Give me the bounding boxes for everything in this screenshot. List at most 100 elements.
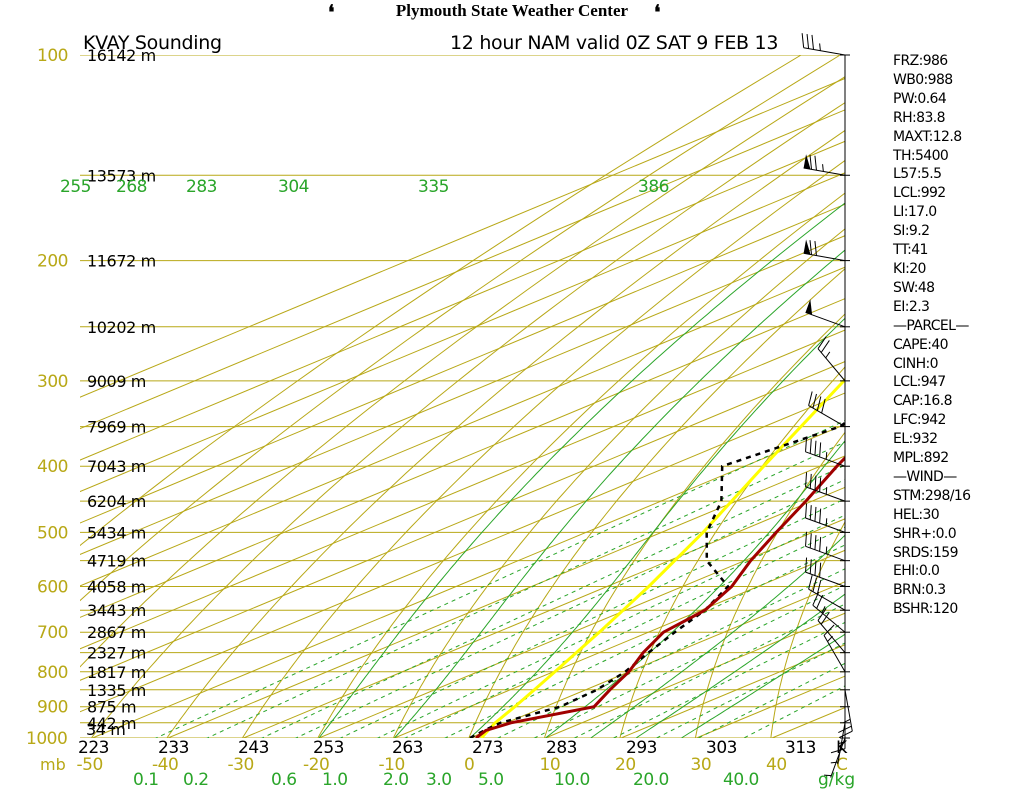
barb-full [806, 34, 810, 49]
barb-shaft [805, 517, 846, 533]
barb-pennant [803, 154, 811, 170]
temperature-tick-label: 40 [766, 755, 787, 775]
stat-line: STM:298/16 [893, 487, 971, 504]
isotherm-line [545, 612, 845, 738]
dry-adiabat-line [80, 55, 841, 602]
dry-adiabat-line [80, 76, 845, 668]
dry-adiabat-line [317, 192, 845, 738]
barb-pennant [803, 239, 811, 255]
temperature-tick-label: -20 [303, 755, 329, 775]
temperature-point [704, 609, 706, 611]
height-label: 6204 m [87, 492, 146, 511]
pressure-label: 200 [37, 252, 68, 272]
mixing-ratio-line [496, 568, 845, 738]
stat-line: EL:932 [893, 431, 938, 448]
dry-adiabat-line [619, 366, 845, 738]
stat-line: CAPE:40 [893, 336, 949, 353]
isotherm-line [80, 172, 845, 493]
wind-barb-layer [801, 33, 853, 778]
mixing-ratio-label: 0.2 [183, 770, 209, 790]
stat-line: LCL:947 [893, 374, 946, 391]
wind-barb [830, 722, 846, 765]
pressure-label: 600 [37, 577, 68, 597]
barb-half [821, 606, 826, 614]
mixing-ratio-line [261, 464, 845, 738]
barb-pennant [805, 299, 813, 315]
theta-bottom-label: 303 [706, 738, 737, 758]
dry-adiabat-line [90, 102, 845, 738]
height-label: 16142 m [87, 46, 156, 65]
mixing-ratio-label: 3.0 [426, 770, 452, 790]
temperature-unit-label: C [836, 755, 847, 775]
stat-line: —WIND— [893, 468, 957, 485]
barb-shaft [830, 737, 846, 778]
mixing-ratio-label: 40.0 [723, 770, 759, 790]
stat-line: MAXT:12.8 [893, 128, 962, 145]
barb-full [819, 536, 822, 552]
theta-bottom-label: 313 [785, 738, 816, 758]
barb-full [819, 442, 822, 458]
height-label: 10202 m [87, 318, 156, 337]
barb-shaft [805, 486, 846, 502]
temperature-point [662, 631, 665, 633]
barb-shaft [803, 47, 846, 56]
barb-full [816, 579, 822, 595]
dry-adiabat-line [166, 129, 845, 738]
isotherm-line [80, 77, 845, 398]
temperature-tick-label: -50 [77, 755, 103, 775]
mixing-ratio-label: 10.0 [554, 770, 590, 790]
barb-full [819, 508, 822, 524]
pressure-axis-label: mb [40, 755, 66, 774]
barb-full [821, 398, 826, 414]
barb-full [809, 154, 813, 170]
stat-line: MPL:892 [893, 450, 949, 467]
temperature-point [876, 426, 877, 427]
theta-top-label: 386 [638, 177, 669, 197]
barb-full [819, 477, 822, 492]
psu-logo-left-icon: ❛ [328, 2, 335, 24]
stat-line: —PARCEL— [893, 317, 969, 334]
temperature-point [775, 531, 777, 533]
wind-barb [805, 299, 846, 328]
temperature-point [485, 729, 487, 732]
stat-line: KI:20 [893, 260, 926, 277]
theta-top-label: 304 [278, 177, 309, 197]
barb-half [825, 351, 831, 359]
stat-line: TT:41 [893, 242, 928, 259]
barb-full [808, 574, 813, 590]
theta-bottom-label: 253 [313, 738, 344, 758]
height-label: 1335 m [87, 681, 146, 700]
theta-bottom-label: 273 [472, 738, 503, 758]
theta-top-label: 268 [116, 177, 147, 197]
barb-shaft [803, 167, 846, 176]
mixing-ratio-label: 5.0 [478, 770, 504, 790]
profile-layer [469, 377, 877, 738]
height-label: 7043 m [87, 457, 146, 476]
stat-line: RH:83.8 [893, 109, 946, 126]
stat-line: SW:48 [893, 279, 935, 296]
barb-half [825, 452, 828, 460]
wind-barb [805, 531, 846, 562]
stat-line: CINH:0 [893, 355, 939, 372]
isotherm-line [318, 518, 845, 738]
temperature-point [475, 737, 477, 738]
theta-bottom-label: 293 [626, 738, 657, 758]
mixing-ratio-label: 0.6 [271, 770, 297, 790]
dry-adiabat-line [770, 520, 845, 738]
stat-line: EHI:0.0 [893, 563, 940, 580]
stat-line: LCL:992 [893, 185, 946, 202]
moist-adiabat-line [318, 202, 845, 738]
barb-shaft [805, 311, 846, 328]
parcel-trace [480, 377, 845, 738]
mixing-ratio-line [444, 544, 845, 738]
pressure-label: 700 [37, 623, 68, 643]
stat-line: EI:2.3 [893, 298, 930, 315]
moist-adiabat-line [635, 593, 845, 738]
theta-bottom-label: 283 [546, 738, 577, 758]
barb-full [830, 748, 846, 754]
moist-adiabat-line [681, 633, 845, 738]
height-label: 3443 m [87, 601, 146, 620]
height-label: 4719 m [87, 552, 146, 571]
barb-full [809, 533, 812, 549]
